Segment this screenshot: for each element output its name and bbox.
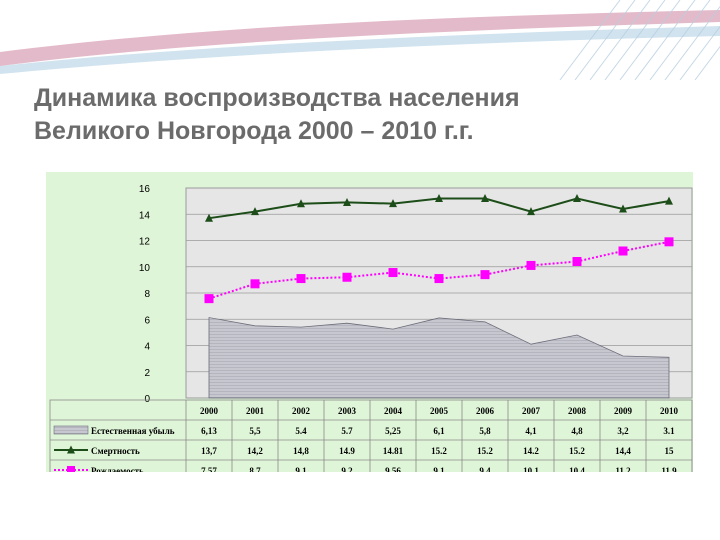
- legend-key-mortality-marker: [67, 445, 75, 454]
- data-label: 14,8: [293, 446, 309, 456]
- point-mortality: [343, 197, 351, 206]
- point-mortality: [527, 207, 535, 216]
- point-mortality: [205, 213, 213, 222]
- data-label: 9,1: [295, 466, 307, 472]
- banner-swoosh-secondary: [0, 26, 720, 74]
- x-tick-label: 2007: [522, 406, 541, 416]
- point-fertility: [664, 237, 674, 247]
- data-label: 15: [665, 446, 675, 456]
- y-tick-label: 4: [144, 342, 150, 353]
- data-label: 5,5: [249, 426, 261, 436]
- data-label: 4,8: [571, 426, 583, 436]
- y-tick-label: 2: [144, 368, 150, 379]
- point-fertility: [480, 270, 490, 280]
- population-chart: 0 2 4 6 8 10 12 14 16 2000 2001 2002 2003 2004 2005 200…: [49, 184, 693, 472]
- series-area-natural-decline: [208, 317, 670, 399]
- slide-title-line-2: Великого Новгорода 2000 – 2010 г.г.: [34, 117, 474, 145]
- data-label: 15.2: [477, 446, 493, 456]
- data-label: 9.4: [479, 466, 491, 472]
- header-decoration: [0, 0, 720, 80]
- data-label: 14,4: [615, 446, 631, 456]
- data-label: 11.2: [615, 466, 631, 472]
- data-label: 10.4: [569, 466, 585, 472]
- point-fertility: [618, 246, 628, 256]
- point-mortality: [619, 204, 627, 213]
- point-fertility: [572, 257, 582, 266]
- y-tick-label: 16: [139, 184, 151, 195]
- x-tick-label: 2001: [246, 406, 265, 416]
- data-label: 6,13: [201, 426, 217, 436]
- data-label: 14.9: [339, 446, 355, 456]
- banner-swoosh-primary: [0, 10, 720, 66]
- point-fertility: [342, 272, 352, 282]
- point-fertility: [434, 274, 444, 284]
- point-fertility: [388, 268, 398, 278]
- slide-title-line-1: Динамика воспроизводства населения: [34, 84, 520, 112]
- point-fertility: [250, 279, 260, 289]
- data-label: 14,2: [247, 446, 263, 456]
- data-label: 8,7: [249, 466, 261, 472]
- x-tick-label: 2005: [430, 406, 449, 416]
- x-tick-label: 2004: [384, 406, 403, 416]
- legend-label: Естественная убыль: [91, 426, 175, 436]
- point-fertility: [296, 274, 306, 284]
- data-label: 7,57: [201, 466, 217, 472]
- data-label: 3.1: [663, 426, 675, 436]
- data-label: 11,9: [661, 466, 677, 472]
- data-label: 9.1: [433, 466, 445, 472]
- data-label: 9,2: [341, 466, 353, 472]
- x-tick-label: 2006: [476, 406, 495, 416]
- data-label: 5.4: [295, 426, 307, 436]
- y-tick-label: 8: [144, 289, 150, 300]
- data-label: 4,1: [525, 426, 537, 436]
- point-mortality: [389, 199, 397, 208]
- data-label: 10,1: [523, 466, 539, 472]
- data-label: 14.81: [383, 446, 404, 456]
- banner-stripes: [559, 0, 720, 80]
- data-label: 13,7: [201, 446, 217, 456]
- y-tick-label: 12: [139, 237, 151, 248]
- data-label: 14.2: [523, 446, 539, 456]
- point-mortality: [665, 196, 673, 205]
- point-fertility: [526, 260, 536, 270]
- data-label: 5,8: [479, 426, 491, 436]
- slide-title: Динамика воспроизводства населения Велик…: [34, 82, 674, 148]
- data-label: 5.7: [341, 426, 353, 436]
- y-tick-label: 14: [139, 210, 151, 221]
- data-label: 9,56: [385, 466, 401, 472]
- legend-key-natural-decline: [53, 425, 89, 435]
- data-label: 3,2: [617, 426, 629, 436]
- data-label: 6,1: [433, 426, 445, 436]
- point-mortality: [435, 194, 443, 202]
- legend-key-fertility-marker: [67, 466, 75, 472]
- x-tick-label: 2009: [614, 406, 633, 416]
- x-tick-label: 2002: [292, 406, 311, 416]
- point-mortality: [573, 194, 581, 202]
- point-mortality: [251, 207, 259, 216]
- banner-swoosh-top: [0, 0, 720, 48]
- point-fertility: [204, 294, 214, 304]
- data-table-frame: [49, 399, 693, 472]
- legend-label: Рождаемость: [91, 466, 144, 472]
- x-tick-label: 2000: [200, 406, 219, 416]
- chart-container: 0 2 4 6 8 10 12 14 16 2000 2001 2002 2003 2004 2005 200…: [46, 172, 693, 472]
- point-mortality: [481, 194, 489, 202]
- y-tick-label: 0: [144, 394, 150, 405]
- x-tick-label: 2008: [568, 406, 587, 416]
- y-tick-label: 6: [144, 315, 150, 326]
- data-label: 15.2: [431, 446, 447, 456]
- x-tick-label: 2010: [660, 406, 679, 416]
- data-label: 15.2: [569, 446, 585, 456]
- x-tick-label: 2003: [338, 406, 357, 416]
- point-mortality: [297, 199, 305, 208]
- legend-label: Смертность: [91, 446, 140, 456]
- y-tick-label: 10: [139, 263, 151, 274]
- data-label: 5,25: [385, 426, 401, 436]
